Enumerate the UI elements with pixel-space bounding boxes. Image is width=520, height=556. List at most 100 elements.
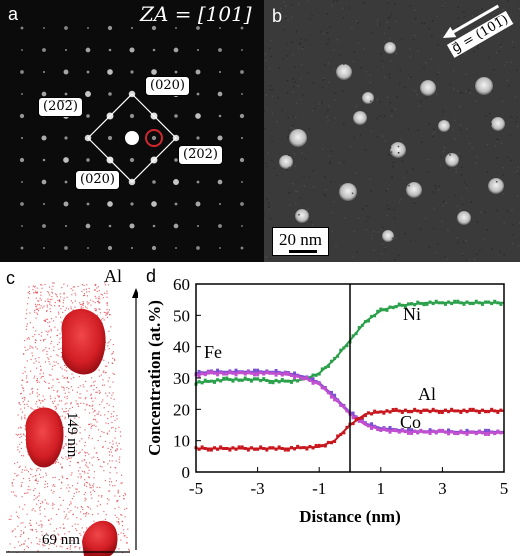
atom-dot — [45, 472, 47, 474]
atom-dot — [15, 433, 17, 435]
data-point-al — [240, 445, 244, 449]
atom-dot — [46, 318, 49, 321]
atom-dot — [61, 456, 63, 458]
atom-dot — [28, 477, 30, 480]
atom-dot — [21, 441, 23, 444]
diffraction-spot — [63, 157, 69, 163]
panel-c-label: c — [6, 268, 15, 288]
atom-dot — [117, 489, 119, 491]
atom-dot — [73, 376, 75, 379]
atom-dot — [118, 442, 120, 445]
atom-dot — [104, 372, 106, 374]
noise-pixel — [442, 5, 444, 8]
atom-dot — [84, 306, 87, 308]
atom-dot — [62, 476, 64, 479]
atom-dot — [21, 469, 23, 471]
data-point-ni — [317, 372, 321, 376]
atom-dot — [39, 506, 42, 508]
atom-dot — [78, 452, 80, 454]
noise-pixel — [297, 47, 300, 49]
atom-dot — [19, 403, 21, 406]
data-point-fe — [274, 368, 278, 372]
data-point-al — [253, 447, 257, 451]
atom-dot — [112, 352, 114, 354]
noise-pixel — [264, 256, 267, 258]
noise-pixel — [334, 92, 337, 94]
data-point-ni — [243, 376, 247, 380]
atom-dot — [79, 546, 81, 549]
atom-dot — [26, 323, 28, 325]
atom-dot — [88, 476, 91, 479]
noise-pixel — [396, 96, 399, 98]
atom-dot — [69, 464, 71, 467]
atom-dot — [84, 483, 86, 485]
atom-dot — [49, 303, 51, 305]
atom-dot — [55, 293, 57, 295]
diffraction-spot — [87, 247, 89, 249]
atom-dot — [54, 462, 56, 464]
atom-dot — [101, 384, 104, 386]
spot-label-202: (2̅02) — [178, 145, 223, 165]
data-point-ni — [484, 300, 488, 304]
atom-dot — [54, 364, 56, 366]
atom-dot — [72, 289, 74, 291]
data-point-co — [450, 430, 454, 434]
atom-dot — [108, 404, 110, 406]
atom-dot — [108, 392, 111, 394]
atom-dot — [27, 349, 29, 351]
atom-dot — [13, 491, 15, 493]
noise-pixel — [312, 169, 315, 172]
data-point-ni — [474, 299, 478, 303]
atom-dot — [83, 470, 85, 473]
diffraction-spot — [174, 70, 178, 74]
atom-dot — [83, 293, 85, 295]
atom-dot — [88, 287, 90, 290]
atom-dot — [24, 397, 26, 399]
atom-dot — [75, 400, 77, 402]
atom-dot — [83, 386, 85, 388]
panel-c-atom-probe-map: c Al 149 nm 69 nm — [0, 262, 139, 556]
atom-dot — [61, 467, 63, 469]
data-point-co — [363, 421, 367, 425]
noise-pixel — [286, 92, 289, 94]
noise-pixel — [391, 109, 393, 112]
data-point-ni — [477, 301, 481, 305]
x-tick-label: -3 — [251, 479, 265, 498]
data-point-co — [419, 428, 423, 432]
data-point-al — [259, 445, 263, 449]
atom-dot — [21, 496, 23, 498]
atom-dot — [42, 543, 44, 545]
atom-dot — [116, 415, 118, 417]
atom-dot — [34, 339, 37, 341]
atom-dot — [102, 297, 104, 299]
atom-dot — [74, 546, 76, 548]
noise-pixel — [486, 143, 489, 146]
data-point-ni — [456, 299, 460, 303]
atom-dot — [53, 349, 55, 352]
atom-dot — [116, 516, 118, 519]
atom-dot — [39, 283, 42, 286]
atom-dot — [99, 486, 101, 489]
atom-dot — [83, 402, 85, 405]
atom-dot — [44, 515, 46, 518]
data-point-ni — [462, 302, 466, 306]
noise-pixel — [435, 251, 438, 254]
atom-dot — [123, 535, 125, 537]
atom-dot — [103, 384, 106, 386]
data-point-co — [425, 430, 429, 434]
atom-dot — [108, 430, 110, 432]
noise-pixel — [415, 90, 417, 92]
atom-dot — [124, 535, 126, 537]
atom-dot — [31, 392, 33, 394]
atom-dot — [74, 506, 76, 508]
atom-dot — [111, 446, 113, 448]
atom-dot — [109, 386, 111, 388]
data-point-ni — [320, 367, 324, 371]
atom-dot — [33, 292, 35, 294]
atom-dot — [96, 314, 98, 316]
noise-pixel — [351, 27, 353, 29]
atom-dot — [27, 337, 30, 339]
atom-dot — [106, 313, 108, 315]
atom-dot — [112, 485, 114, 487]
data-point-al — [219, 445, 223, 449]
